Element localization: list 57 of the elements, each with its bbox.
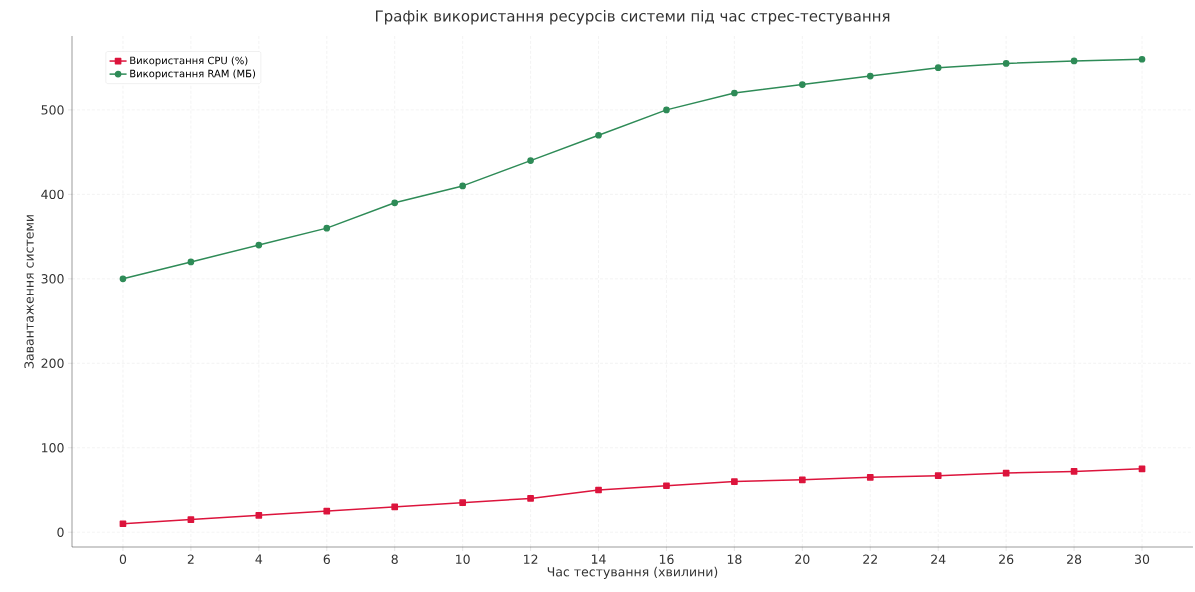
y-tick-label: 100 bbox=[42, 443, 64, 453]
x-tick-label: 16 bbox=[659, 554, 674, 564]
point bbox=[391, 503, 399, 511]
x-tick-label: 2 bbox=[187, 554, 194, 564]
point bbox=[731, 89, 738, 97]
point bbox=[459, 499, 466, 506]
point bbox=[527, 157, 534, 164]
y-axis-title: Завантаження системи bbox=[24, 215, 34, 369]
point bbox=[731, 478, 738, 485]
x-tick-label: 0 bbox=[119, 554, 127, 564]
point bbox=[255, 511, 263, 519]
x-tick-label: 22 bbox=[863, 554, 877, 564]
chart-title: Графік використання ресурсів системи під час стрес-тестування bbox=[376, 9, 890, 25]
point bbox=[866, 72, 874, 80]
y-tick-label: 0 bbox=[57, 527, 64, 537]
y-tick-label: 400 bbox=[41, 189, 64, 200]
point bbox=[1070, 57, 1078, 65]
x-tick-label: 4 bbox=[255, 554, 263, 564]
x-tick-label: 10 bbox=[456, 554, 470, 564]
point bbox=[1138, 55, 1146, 63]
x-tick-label: 8 bbox=[391, 554, 398, 564]
point bbox=[187, 258, 195, 266]
x-tick-label: 6 bbox=[323, 554, 330, 564]
point bbox=[1002, 60, 1010, 67]
point bbox=[798, 476, 806, 484]
point bbox=[527, 495, 534, 502]
point bbox=[663, 482, 670, 490]
point bbox=[187, 516, 195, 523]
point bbox=[866, 473, 874, 481]
x-tick-label: 30 bbox=[1135, 554, 1150, 564]
y-tick-label: 300 bbox=[41, 274, 64, 284]
legend-label: Використання RAM (МБ) bbox=[130, 69, 256, 80]
y-tick-label: 200 bbox=[41, 358, 64, 369]
x-axis-title: Час тестування (хвилини) bbox=[547, 566, 718, 579]
point bbox=[595, 486, 602, 494]
point bbox=[459, 182, 466, 190]
x-tick-label: 28 bbox=[1067, 554, 1082, 564]
point bbox=[663, 106, 670, 114]
point bbox=[934, 64, 942, 72]
y-tick-label: 500 bbox=[41, 105, 64, 115]
x-tick-label: 12 bbox=[524, 554, 538, 564]
x-tick-label: 14 bbox=[591, 554, 606, 564]
x-tick-label: 18 bbox=[727, 554, 742, 564]
legend-label: Використання CPU (%) bbox=[130, 56, 248, 67]
point bbox=[391, 199, 399, 207]
point bbox=[255, 241, 263, 249]
point bbox=[323, 224, 331, 232]
x-tick-label: 26 bbox=[999, 554, 1014, 564]
point bbox=[323, 507, 331, 515]
point bbox=[934, 472, 942, 479]
point bbox=[798, 81, 806, 88]
point bbox=[1070, 468, 1078, 475]
point bbox=[119, 520, 127, 528]
x-tick-label: 24 bbox=[931, 554, 946, 564]
point bbox=[595, 131, 602, 139]
x-tick-label: 20 bbox=[795, 554, 810, 564]
point bbox=[119, 275, 127, 283]
